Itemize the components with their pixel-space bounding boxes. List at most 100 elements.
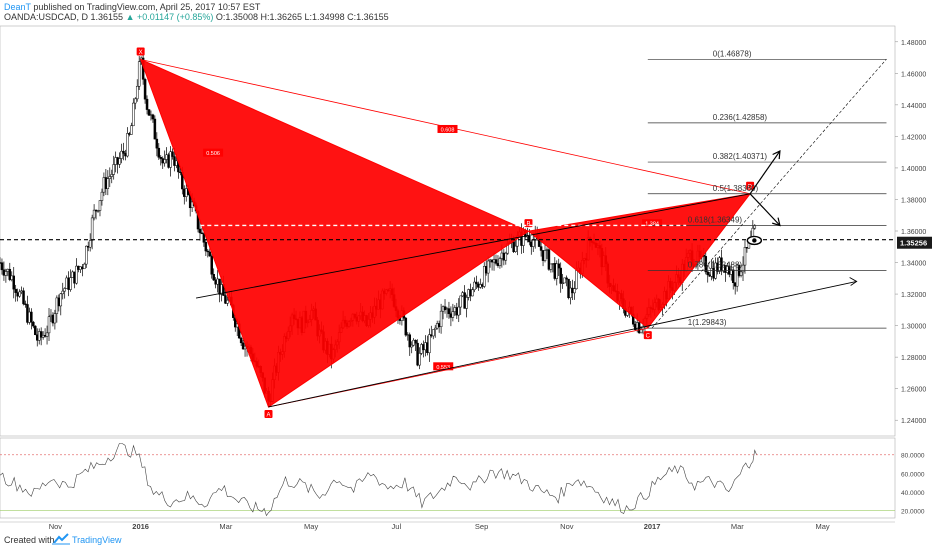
publish-line: DeanT published on TradingView.com, Apri… — [4, 2, 260, 12]
high-value: H:1.36265 — [260, 12, 303, 22]
candle-body — [704, 256, 708, 273]
ratio-label: 0.553 — [436, 365, 450, 371]
ratio-label-box — [437, 124, 458, 133]
candle-body — [437, 323, 441, 327]
candle-body — [420, 344, 423, 354]
candle-body — [161, 158, 164, 164]
point-label-d: D — [748, 184, 753, 190]
candle-body — [10, 275, 14, 280]
fib-level-label: 0.618(1.36349) — [688, 215, 743, 224]
candle-body — [545, 249, 549, 251]
close-value: C:1.36155 — [347, 12, 389, 22]
fib-level-label: 0.236(1.42858) — [713, 113, 768, 122]
candle-body — [157, 147, 161, 158]
candle-body — [200, 232, 204, 234]
candle-body — [198, 228, 202, 234]
candle-body — [47, 316, 51, 334]
author-link[interactable]: DeanT — [4, 2, 31, 12]
candle-body — [51, 314, 55, 324]
candle-body — [241, 342, 245, 350]
candle-body — [753, 225, 757, 229]
candle-body — [435, 323, 439, 329]
candle-body — [514, 245, 517, 252]
candle-body — [90, 217, 94, 241]
candle-body — [461, 292, 464, 297]
candle-body — [496, 263, 500, 266]
candle-body — [412, 339, 415, 346]
y-tick-label: 1.44000 — [901, 103, 926, 110]
candle-body — [408, 334, 411, 348]
x-tick-label: May — [815, 522, 829, 531]
candle-body — [455, 307, 459, 316]
candle-body — [712, 268, 715, 279]
candle-body — [20, 290, 23, 293]
rsi-pane-frame — [0, 437, 896, 519]
candle-body — [0, 262, 4, 271]
candle-body — [490, 259, 494, 263]
candle-body — [451, 311, 455, 318]
candle-body — [43, 335, 47, 337]
x-tick-label: Jul — [392, 522, 402, 531]
candle-body — [565, 277, 568, 280]
candle-body — [555, 263, 559, 279]
candle-body — [559, 267, 562, 284]
candle-body — [145, 98, 149, 110]
candle-body — [465, 297, 468, 309]
chart-canvas[interactable]: X A B C D 0.506 0.608 0.553 1.384 0(1.46878) 0.23… — [0, 22, 932, 532]
fib-level-label: 0.5(1.38360) — [713, 184, 759, 193]
rsi-tick-label: 40.0000 — [901, 490, 925, 497]
fib-level-label: 0.786(1.33488) — [688, 261, 743, 270]
candle-body — [447, 308, 451, 315]
candle-body — [488, 259, 492, 262]
candle-body — [208, 251, 212, 257]
candle-body — [204, 242, 208, 252]
candle-body — [567, 278, 570, 299]
x-tick-label: 2016 — [132, 522, 149, 531]
candle-body — [165, 154, 168, 160]
projection-arrow — [749, 193, 781, 226]
candle-body — [120, 150, 123, 159]
candle-body — [424, 342, 427, 351]
candle-body — [531, 239, 535, 247]
candle-body — [26, 304, 29, 323]
candle-body — [81, 266, 84, 270]
candle-body — [118, 158, 121, 165]
candle-body — [159, 157, 163, 159]
candle-body — [445, 308, 449, 311]
candle-body — [449, 313, 453, 318]
candle-body — [69, 277, 72, 290]
candle-body — [85, 245, 88, 265]
candle-body — [102, 177, 106, 193]
candle-body — [22, 290, 25, 305]
candle-body — [71, 271, 74, 278]
eye-pupil — [752, 238, 757, 243]
xab-triangle — [139, 58, 530, 408]
candle-body — [551, 263, 555, 265]
fib-level-label: 1(1.29843) — [688, 318, 727, 327]
candle-body — [512, 241, 515, 252]
projection-arrow — [749, 150, 781, 195]
projection-arrow-head — [772, 217, 781, 227]
candle-body — [469, 289, 472, 297]
trendline-arrow-head — [849, 277, 858, 286]
candle-body — [206, 250, 210, 253]
candle-body — [414, 339, 417, 344]
candle-body — [528, 235, 531, 243]
candle-body — [8, 268, 12, 280]
candle-body — [79, 266, 82, 270]
candle-body — [134, 98, 137, 104]
tradingview-brand[interactable]: TradingView — [72, 535, 122, 545]
candle-body — [202, 233, 206, 243]
candle-body — [482, 266, 486, 287]
candle-body — [169, 151, 172, 168]
candle-body — [571, 287, 574, 294]
candle-body — [104, 177, 108, 189]
candle-body — [163, 159, 166, 164]
trendline — [195, 193, 751, 299]
candle-body — [67, 277, 70, 290]
candle-body — [86, 245, 90, 248]
ratio-label: 1.384 — [645, 222, 659, 228]
candle-body — [473, 281, 476, 291]
candle-body — [24, 303, 27, 305]
candle-body — [741, 264, 745, 273]
